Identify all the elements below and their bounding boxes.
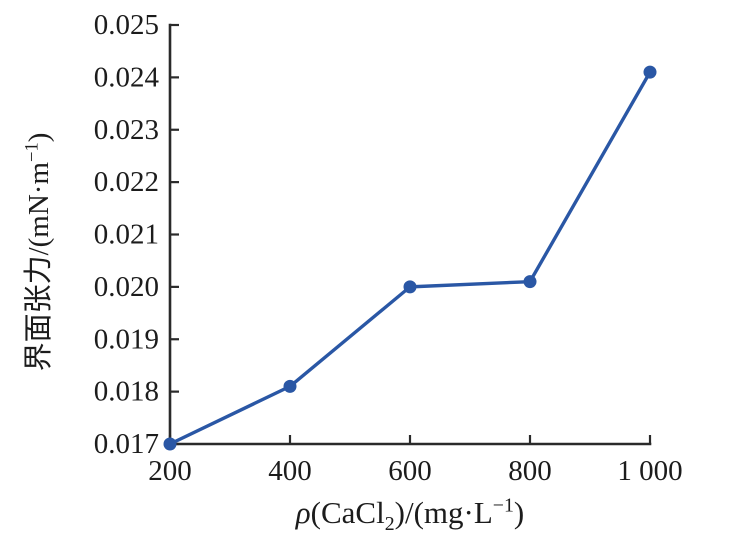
axis-label-part: ) xyxy=(23,132,55,143)
axis-label-part: ρ xyxy=(295,495,311,530)
x-tick-label: 600 xyxy=(388,455,432,487)
y-tick-label: 0.023 xyxy=(94,114,159,146)
axis-label-part: )/(mg·L xyxy=(394,495,493,530)
axis-label-part: 界面张力/(mN·m xyxy=(23,161,55,372)
y-tick-label: 0.020 xyxy=(94,271,159,303)
y-tick-label: 0.025 xyxy=(94,9,159,41)
axis-label-part: 2 xyxy=(384,513,395,536)
data-point xyxy=(163,437,177,451)
y-tick-label: 0.018 xyxy=(94,376,159,408)
axis-label-part: ) xyxy=(513,495,525,530)
axis-spine xyxy=(168,23,652,446)
x-tick-label: 200 xyxy=(148,455,192,487)
data-line xyxy=(168,70,652,446)
y-tick-label: 0.024 xyxy=(94,61,160,93)
y-tick-label: 0.019 xyxy=(94,323,159,355)
x-tick-label: 400 xyxy=(268,455,312,487)
axis-label-part: −1 xyxy=(492,494,514,517)
x-axis-label: ρ(CaCl2)/(mg·L−1) xyxy=(295,494,525,534)
axis-label-part: (CaCl xyxy=(310,495,385,530)
data-point xyxy=(523,275,537,289)
y-tick-label: 0.021 xyxy=(94,219,159,251)
data-point xyxy=(643,65,657,79)
data-point xyxy=(403,280,417,294)
y-tick-label: 0.022 xyxy=(94,166,159,198)
data-point xyxy=(283,379,297,393)
y-tick-label: 0.017 xyxy=(94,428,159,460)
y-axis-label: 界面张力/(mN·m−1) xyxy=(15,133,57,372)
axis-label-part: −1 xyxy=(21,142,43,162)
x-tick-label: 800 xyxy=(508,455,552,487)
x-tick-label: 1 000 xyxy=(617,455,682,487)
